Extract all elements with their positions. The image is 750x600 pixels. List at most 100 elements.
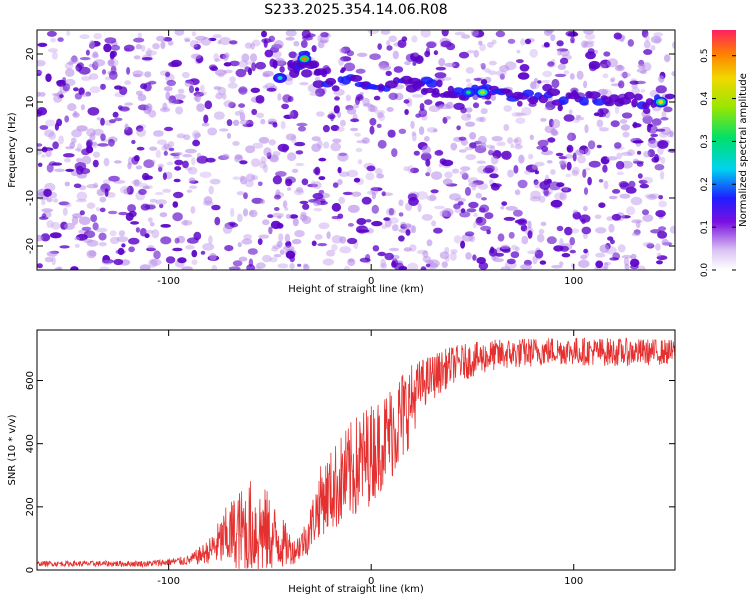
heatmap-speckle (660, 117, 669, 121)
heatmap-speckle (268, 139, 276, 146)
heatmap-speckle (369, 53, 381, 60)
heatmap-speckle (163, 150, 168, 156)
heatmap-speckle (403, 99, 410, 104)
heatmap-speckle (245, 145, 256, 154)
heatmap-speckle (377, 139, 387, 149)
heatmap-speckle (418, 108, 428, 118)
heatmap-speckle (163, 86, 173, 92)
heatmap-speckle (627, 39, 634, 47)
heatmap-speckle (249, 53, 258, 63)
heatmap-speckle (500, 266, 511, 270)
heatmap-speckle (645, 33, 650, 42)
y-tick-label: -10 (25, 190, 36, 206)
heatmap-speckle (185, 245, 195, 250)
heatmap-speckle (89, 86, 101, 94)
heatmap-speckle (608, 195, 618, 200)
heatmap-speckle (136, 146, 145, 151)
heatmap-speckle (527, 220, 532, 229)
y-tick-label: 0 (25, 147, 36, 153)
heatmap-speckle (650, 35, 662, 44)
heatmap-speckle (173, 93, 186, 100)
heatmap-speckle (521, 107, 532, 116)
colorbar-gradient (712, 30, 736, 270)
heatmap-speckle (472, 254, 477, 261)
heatmap-speckle (554, 73, 567, 78)
heatmap-speckle (262, 70, 274, 77)
heatmap-speckle (334, 96, 340, 101)
heatmap-speckle (148, 258, 158, 268)
heatmap-speckle (138, 188, 147, 195)
heatmap-speckle (626, 206, 636, 216)
heatmap-speckle (571, 228, 580, 234)
heatmap-speckle (411, 225, 417, 234)
heatmap-speckle (62, 207, 68, 216)
heatmap-speckle (554, 192, 565, 200)
heatmap-speckle (140, 83, 148, 90)
heatmap-speckle (107, 59, 115, 67)
heatmap-speckle (514, 136, 522, 146)
heatmap-speckle (513, 138, 519, 143)
heatmap-speckle (410, 167, 419, 174)
heatmap-speckle (351, 191, 362, 197)
heatmap-speckle (492, 150, 502, 159)
heatmap-speckle (76, 62, 84, 69)
heatmap-speckle (287, 187, 292, 191)
heatmap-speckle (159, 212, 168, 218)
heatmap-speckle (98, 242, 107, 247)
heatmap-speckle (439, 103, 451, 110)
heatmap-speckle (650, 229, 662, 234)
heatmap-speckle (366, 165, 376, 172)
heatmap-speckle (244, 42, 252, 49)
heatmap-speckle (671, 41, 675, 49)
heatmap-speckle (330, 142, 342, 152)
heatmap-speckle (66, 30, 71, 37)
heatmap-speckle (71, 129, 82, 138)
heatmap-speckle (355, 147, 363, 153)
heatmap-speckle (460, 240, 466, 249)
heatmap-speckle (616, 64, 623, 70)
heatmap-speckle (458, 136, 467, 141)
heatmap-speckle (110, 44, 121, 51)
heatmap-speckle (242, 208, 249, 217)
heatmap-speckle (500, 244, 510, 250)
heatmap-speckle (59, 94, 64, 98)
heatmap-speckle (59, 245, 70, 249)
heatmap-speckle (131, 156, 139, 165)
heatmap-speckle (165, 71, 171, 78)
heatmap-speckle (583, 248, 588, 254)
heatmap-speckle (480, 225, 492, 231)
heatmap-speckle (517, 100, 523, 107)
heatmap-speckle (291, 238, 302, 245)
heatmap-speckle (191, 259, 198, 266)
heatmap-speckle (256, 112, 264, 119)
heatmap-speckle (37, 107, 48, 116)
heatmap-speckle (515, 117, 526, 124)
y-tick-label: 400 (25, 434, 36, 453)
heatmap-speckle (631, 219, 643, 224)
heatmap-speckle (207, 127, 218, 136)
heatmap-speckle (181, 71, 190, 79)
heatmap-speckle (533, 179, 539, 186)
heatmap-speckle (543, 42, 550, 48)
heatmap-speckle (46, 251, 58, 257)
heatmap-speckle (62, 153, 75, 158)
heatmap-speckle (100, 133, 106, 141)
heatmap-speckle (309, 92, 320, 96)
heatmap-speckle (567, 132, 573, 142)
heatmap-ridge-blob (578, 96, 589, 106)
heatmap-speckle (611, 213, 622, 221)
heatmap-speckle (610, 120, 620, 128)
heatmap-speckle (102, 179, 111, 184)
heatmap-speckle (228, 221, 236, 226)
heatmap-speckle (420, 30, 431, 38)
heatmap-speckle (113, 258, 124, 266)
heatmap-speckle (495, 252, 505, 257)
heatmap-speckle (37, 234, 43, 242)
heatmap-speckle (633, 229, 641, 235)
heatmap-speckle (283, 245, 295, 251)
heatmap-speckle (507, 169, 514, 178)
heatmap-ridge-blob (436, 79, 443, 88)
heatmap-speckle (343, 62, 356, 72)
heatmap-speckle (313, 200, 322, 207)
heatmap-speckle (413, 52, 419, 57)
